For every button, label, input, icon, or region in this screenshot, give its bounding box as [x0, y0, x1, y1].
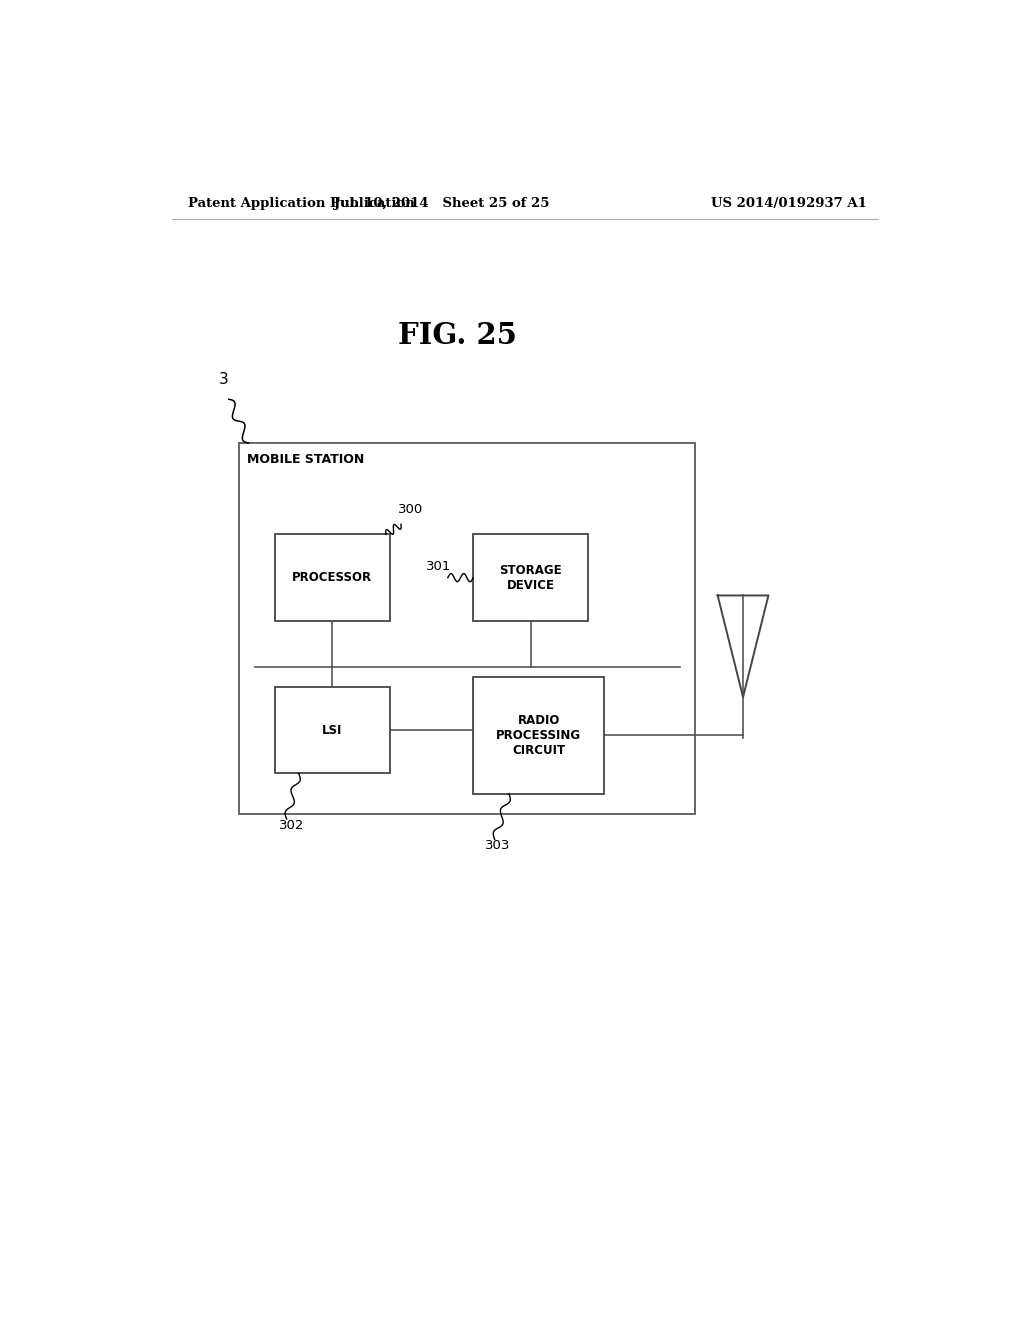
- Text: STORAGE
DEVICE: STORAGE DEVICE: [500, 564, 562, 591]
- Bar: [473, 535, 588, 620]
- Text: 300: 300: [397, 503, 423, 516]
- Text: US 2014/0192937 A1: US 2014/0192937 A1: [712, 197, 867, 210]
- Text: Patent Application Publication: Patent Application Publication: [187, 197, 415, 210]
- Text: RADIO
PROCESSING
CIRCUIT: RADIO PROCESSING CIRCUIT: [496, 714, 582, 756]
- Text: PROCESSOR: PROCESSOR: [292, 572, 373, 585]
- Text: MOBILE STATION: MOBILE STATION: [247, 453, 365, 466]
- Text: LSI: LSI: [323, 723, 343, 737]
- Text: Jul. 10, 2014   Sheet 25 of 25: Jul. 10, 2014 Sheet 25 of 25: [334, 197, 549, 210]
- Text: 303: 303: [485, 840, 511, 853]
- Text: 3: 3: [219, 372, 229, 387]
- Bar: [274, 535, 390, 620]
- Text: FIG. 25: FIG. 25: [398, 321, 517, 350]
- Bar: [274, 686, 390, 774]
- Bar: [473, 677, 604, 793]
- Bar: [240, 444, 695, 814]
- Text: 301: 301: [426, 560, 451, 573]
- Text: 302: 302: [279, 818, 304, 832]
